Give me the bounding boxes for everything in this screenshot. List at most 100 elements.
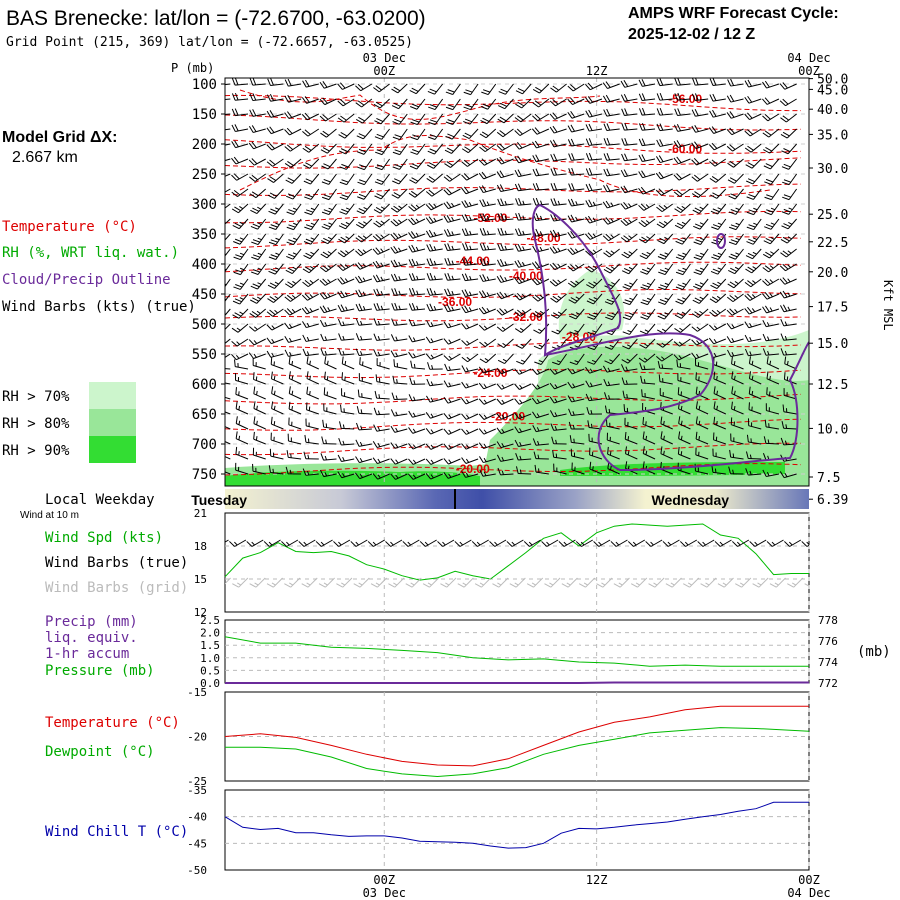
wind-barb [302,334,319,342]
wind-barb [253,372,266,385]
wind-barb [337,290,355,299]
wind-barb [267,78,284,87]
wind-barb [713,371,727,385]
wind-barb [694,358,709,370]
wind-barb [514,128,532,136]
wind-barb [586,278,603,289]
wind-barb [764,218,780,230]
wind-barb [766,387,780,400]
wind-barb [443,353,461,361]
precip-tick-label: 2.0 [200,627,220,640]
wind-barb [270,357,284,370]
wind-barb [268,218,284,230]
wind-barb [284,293,302,302]
wind-barb [266,93,284,102]
wind-barb [568,293,585,304]
wind-barb [640,375,656,385]
wind-barb [728,203,744,215]
wind-barb [235,416,249,430]
wind-barbs-10m [225,539,809,588]
wind-barb [745,248,762,260]
wind-barb [658,374,673,385]
wind-barb [780,248,797,258]
wind-barb [604,278,621,290]
wind-barb [781,203,798,215]
wind-barb [764,188,780,201]
wind-barb [567,124,585,133]
wind-barb [655,155,673,164]
wind-barb [709,158,727,167]
wind-barb [763,158,780,170]
wind-barb [225,83,231,86]
wind-barb [496,143,514,151]
wind-barb [744,112,762,121]
wind-barb [655,171,673,180]
wind-barb [356,203,373,215]
wind-barb [235,401,249,415]
wind-barb-true [558,539,576,547]
wind-barb [710,263,727,275]
wind-barb [443,228,461,237]
local-weekday-label: Local Weekday [45,492,155,508]
wind-barb [232,218,249,230]
wind-barb [461,186,479,195]
wind-barb [692,293,709,304]
cloud-outline-small [716,233,726,249]
wind-barb [656,123,673,132]
wind-barb [550,168,567,176]
temperature-line [224,705,809,767]
wind-barb [762,80,780,89]
wind-barb [461,428,479,435]
wind-barb [695,431,709,445]
wind-barb [620,233,638,243]
wind-barb [783,388,797,400]
wind-barb [658,278,674,291]
wind-barb [478,428,496,435]
wind-barb [496,308,514,316]
wind-barb [248,338,266,346]
wind-barb [425,428,443,435]
wind-barb [267,173,284,183]
wind-barb-grid [509,577,526,588]
wind-barb [337,248,355,258]
wind-barb [531,383,550,390]
wind-barb [713,386,727,400]
wind-barb [443,338,461,345]
wind-barb [284,143,302,152]
wind-barb [549,112,567,120]
wind-barb [225,143,231,146]
wind-barb [498,83,514,95]
wind-barb [232,293,249,305]
wind-barb [319,469,337,478]
wind-barb [461,397,479,405]
height-tick-label: 10.0 [817,422,848,437]
wind-barb [372,260,390,269]
wind-barb [781,143,797,155]
wind-barb [656,139,673,147]
wind-barb [408,244,426,253]
wind-barb [408,394,426,402]
wind-barb-grid [422,577,440,588]
legend-wind-barbs-true: Wind Barbs (true) [45,555,188,571]
cloud-outline [531,203,809,472]
wind-barb [268,233,284,246]
wind-barb [304,188,320,200]
wind-barb [567,138,585,147]
grid-point-label: Grid Point (215, 369) lat/lon = (-72.665… [6,35,413,50]
wind-barb [656,92,673,101]
wind-barb [248,158,266,166]
wind-chill-panel: -35 -40 -45 -50 [187,784,810,877]
pressure-tick-label: 650 [192,407,217,423]
wind-barb [606,432,620,445]
wind-barb [727,278,744,289]
wind-barb [639,248,656,260]
wind-barb [355,422,372,431]
wind-barb [674,218,691,229]
wind-barb [693,233,709,245]
wind-barb [673,124,691,132]
wind-barb [765,403,780,415]
wind-barb [478,366,496,374]
wind-barb [338,128,355,139]
value-tick-label: 12 [194,606,207,619]
wind-barb [390,350,408,358]
